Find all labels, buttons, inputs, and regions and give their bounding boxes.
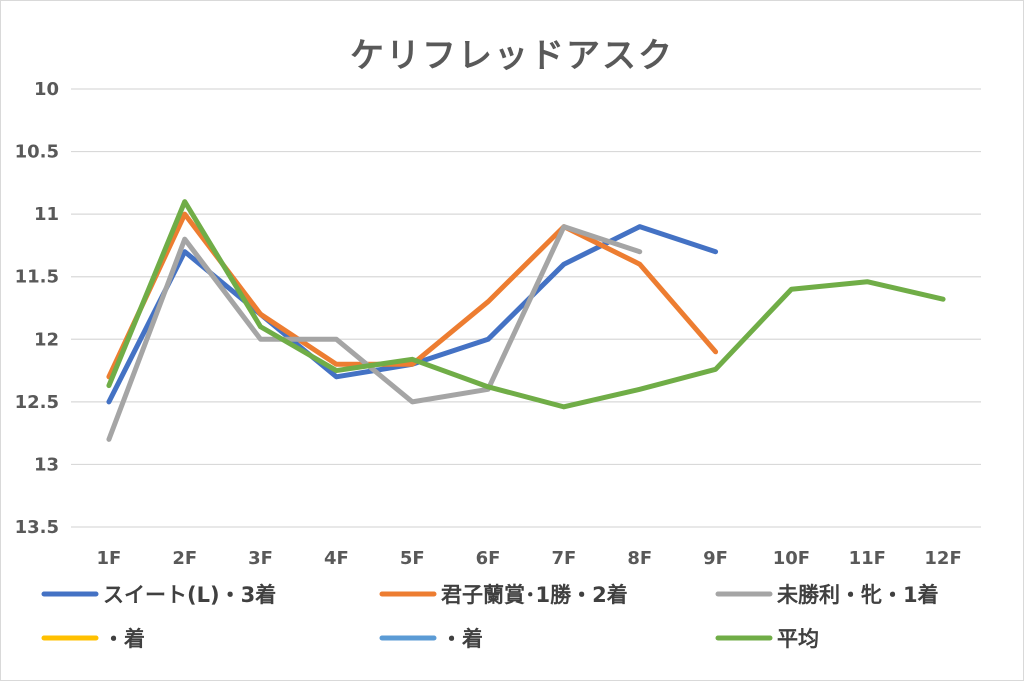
legend-label: スイート(L)・3着 xyxy=(103,583,276,607)
y-tick-label: 13 xyxy=(34,454,59,475)
legend-item: 平均 xyxy=(718,627,819,651)
legend-item: 君子蘭賞･1勝・2着 xyxy=(382,583,628,607)
legend-item: 未勝利・牝・1着 xyxy=(718,583,939,607)
x-axis-ticks: 1F 2F 3F 4F 5F 6F 7F 8F 9F 10F 11F 12F xyxy=(97,548,962,569)
x-tick-label: 7F xyxy=(552,548,577,569)
chart-title: ケリフレッドアスク xyxy=(350,36,674,76)
legend-label: 君子蘭賞･1勝・2着 xyxy=(441,583,628,607)
series-lines xyxy=(109,202,943,440)
y-tick-label: 12.5 xyxy=(15,392,59,413)
y-tick-label: 11.5 xyxy=(15,267,59,288)
y-tick-label: 12 xyxy=(34,329,59,350)
legend-label: ・着 xyxy=(441,627,483,651)
x-tick-label: 1F xyxy=(97,548,122,569)
x-tick-label: 4F xyxy=(324,548,349,569)
legend: スイート(L)・3着 君子蘭賞･1勝・2着 未勝利・牝・1着・着 ・着 平均 xyxy=(44,583,939,651)
x-tick-label: 3F xyxy=(248,548,273,569)
x-tick-label: 6F xyxy=(476,548,501,569)
y-tick-label: 10 xyxy=(34,79,59,100)
series-group xyxy=(109,214,716,377)
x-tick-label: 11F xyxy=(849,548,886,569)
legend-label: 未勝利・牝・1着 xyxy=(777,583,939,607)
x-tick-label: 10F xyxy=(773,548,810,569)
series-group xyxy=(109,227,716,402)
x-tick-label: 9F xyxy=(703,548,728,569)
x-tick-label: 2F xyxy=(172,548,197,569)
x-tick-label: 8F xyxy=(627,548,652,569)
y-axis-ticks: 10 10.5 11 11.5 12 12.5 13 13.5 xyxy=(15,79,59,538)
x-tick-label: 5F xyxy=(400,548,425,569)
series-line xyxy=(109,214,716,377)
y-tick-label: 10.5 xyxy=(15,142,59,163)
legend-label: ・着 xyxy=(103,627,145,651)
legend-item: スイート(L)・3着 xyxy=(44,583,276,607)
series-line xyxy=(109,227,716,402)
x-tick-label: 12F xyxy=(924,548,961,569)
y-tick-label: 13.5 xyxy=(15,517,59,538)
y-tick-label: 11 xyxy=(34,204,59,225)
legend-label: 平均 xyxy=(777,627,819,651)
legend-item: ・着 xyxy=(382,627,483,651)
legend-item: ・着 xyxy=(44,627,145,651)
